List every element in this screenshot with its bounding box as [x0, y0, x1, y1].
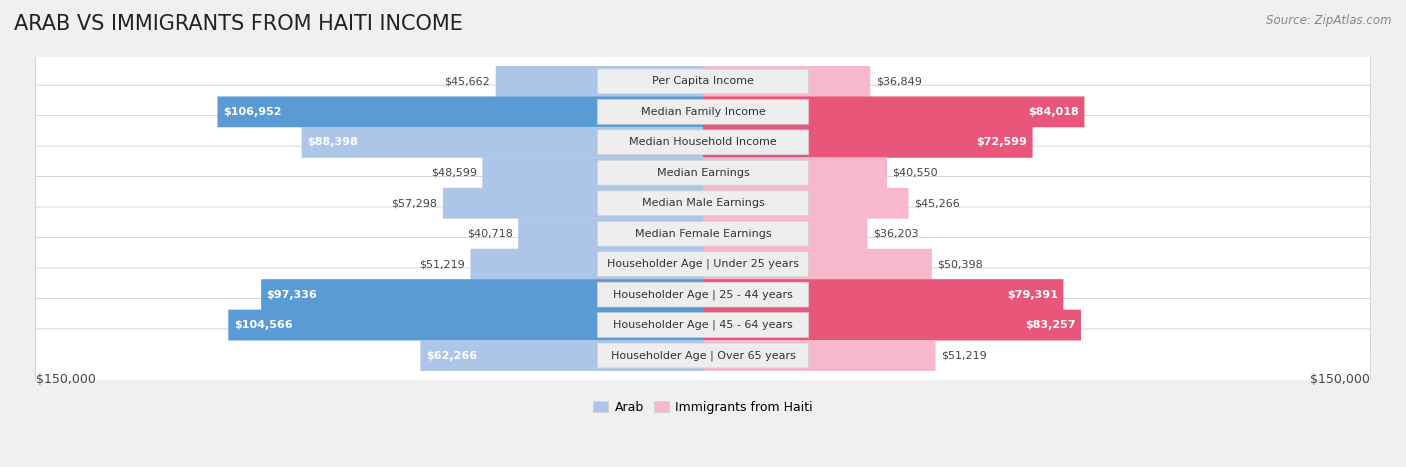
Text: Median Family Income: Median Family Income [641, 107, 765, 117]
FancyBboxPatch shape [35, 298, 1371, 352]
Text: $45,662: $45,662 [444, 77, 491, 86]
FancyBboxPatch shape [218, 96, 703, 127]
Text: Source: ZipAtlas.com: Source: ZipAtlas.com [1267, 14, 1392, 27]
Text: $97,336: $97,336 [267, 290, 318, 300]
FancyBboxPatch shape [35, 177, 1371, 230]
FancyBboxPatch shape [35, 207, 1371, 260]
FancyBboxPatch shape [703, 218, 868, 249]
FancyBboxPatch shape [35, 329, 1371, 382]
Text: Median Earnings: Median Earnings [657, 168, 749, 178]
FancyBboxPatch shape [496, 66, 703, 97]
FancyBboxPatch shape [703, 340, 935, 371]
FancyBboxPatch shape [262, 279, 703, 310]
Text: $40,718: $40,718 [467, 229, 513, 239]
FancyBboxPatch shape [703, 188, 908, 219]
Text: $150,000: $150,000 [35, 374, 96, 386]
FancyBboxPatch shape [598, 160, 808, 185]
FancyBboxPatch shape [703, 157, 887, 188]
Text: $51,219: $51,219 [419, 259, 465, 269]
Text: $106,952: $106,952 [224, 107, 281, 117]
FancyBboxPatch shape [598, 313, 808, 338]
FancyBboxPatch shape [598, 343, 808, 368]
FancyBboxPatch shape [703, 96, 1084, 127]
FancyBboxPatch shape [703, 127, 1032, 158]
FancyBboxPatch shape [703, 249, 932, 280]
Text: $40,550: $40,550 [893, 168, 938, 178]
Text: $79,391: $79,391 [1007, 290, 1057, 300]
Text: $50,398: $50,398 [938, 259, 983, 269]
FancyBboxPatch shape [598, 69, 808, 94]
FancyBboxPatch shape [703, 279, 1063, 310]
FancyBboxPatch shape [519, 218, 703, 249]
FancyBboxPatch shape [35, 85, 1371, 139]
FancyBboxPatch shape [35, 268, 1371, 321]
FancyBboxPatch shape [598, 282, 808, 307]
Text: $104,566: $104,566 [233, 320, 292, 330]
FancyBboxPatch shape [35, 146, 1371, 199]
FancyBboxPatch shape [228, 310, 703, 340]
FancyBboxPatch shape [35, 116, 1371, 169]
FancyBboxPatch shape [302, 127, 703, 158]
Text: $83,257: $83,257 [1025, 320, 1076, 330]
FancyBboxPatch shape [598, 99, 808, 124]
Text: $72,599: $72,599 [976, 137, 1028, 147]
FancyBboxPatch shape [598, 130, 808, 155]
Text: Householder Age | 45 - 64 years: Householder Age | 45 - 64 years [613, 320, 793, 330]
Text: $57,298: $57,298 [391, 198, 437, 208]
Text: $88,398: $88,398 [307, 137, 359, 147]
Text: $48,599: $48,599 [430, 168, 477, 178]
Text: Householder Age | 25 - 44 years: Householder Age | 25 - 44 years [613, 290, 793, 300]
Text: $45,266: $45,266 [914, 198, 960, 208]
Text: Householder Age | Under 25 years: Householder Age | Under 25 years [607, 259, 799, 269]
FancyBboxPatch shape [703, 310, 1081, 340]
FancyBboxPatch shape [35, 55, 1371, 108]
Text: $36,203: $36,203 [873, 229, 918, 239]
Text: $84,018: $84,018 [1028, 107, 1078, 117]
Text: $150,000: $150,000 [1310, 374, 1371, 386]
FancyBboxPatch shape [482, 157, 703, 188]
Text: Median Household Income: Median Household Income [628, 137, 778, 147]
Text: $36,849: $36,849 [876, 77, 921, 86]
FancyBboxPatch shape [443, 188, 703, 219]
Text: Median Female Earnings: Median Female Earnings [634, 229, 772, 239]
Text: Householder Age | Over 65 years: Householder Age | Over 65 years [610, 350, 796, 361]
FancyBboxPatch shape [598, 252, 808, 276]
FancyBboxPatch shape [35, 238, 1371, 291]
Text: Per Capita Income: Per Capita Income [652, 77, 754, 86]
Text: Median Male Earnings: Median Male Earnings [641, 198, 765, 208]
FancyBboxPatch shape [420, 340, 703, 371]
Text: ARAB VS IMMIGRANTS FROM HAITI INCOME: ARAB VS IMMIGRANTS FROM HAITI INCOME [14, 14, 463, 34]
Text: $51,219: $51,219 [941, 351, 987, 361]
FancyBboxPatch shape [703, 66, 870, 97]
Legend: Arab, Immigrants from Haiti: Arab, Immigrants from Haiti [588, 396, 818, 419]
Text: $62,266: $62,266 [426, 351, 477, 361]
FancyBboxPatch shape [471, 249, 703, 280]
FancyBboxPatch shape [598, 221, 808, 246]
FancyBboxPatch shape [598, 191, 808, 216]
